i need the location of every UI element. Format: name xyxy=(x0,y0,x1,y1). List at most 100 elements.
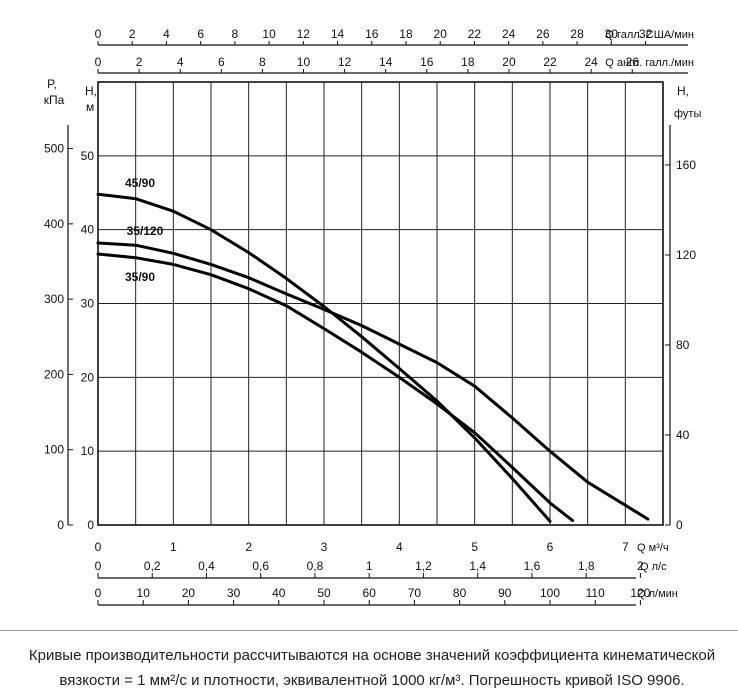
bottom-axis-3-tick-label: 90 xyxy=(498,586,512,600)
curve-35-90 xyxy=(96,252,575,523)
bottom-axis-3-tick-label: 70 xyxy=(408,586,422,600)
bottom-axis-2-tick-label: 0,6 xyxy=(252,559,269,573)
bottom-axis-2-unit: Q л/с xyxy=(640,561,667,573)
bottom-axis-1-tick-label: 3 xyxy=(321,540,328,554)
bottom-axis-3-tick-label: 10 xyxy=(137,586,151,600)
top-axis-1-tick-label: 2 xyxy=(129,27,136,41)
left-head-axis-title-2: м xyxy=(86,100,94,114)
top-axis-1-tick-label: 6 xyxy=(197,27,204,41)
top-axis-1-tick-label: 22 xyxy=(468,27,482,41)
top-axis-2-tick-label: 22 xyxy=(543,55,557,69)
top-axis-2-tick-label: 4 xyxy=(177,55,184,69)
bottom-axis-1-tick-label: 5 xyxy=(471,540,478,554)
left-pressure-tick-label: 400 xyxy=(44,217,64,231)
right-head-tick-label: 0 xyxy=(676,518,683,532)
curve-label-35-90: 35/90 xyxy=(125,270,155,284)
bottom-axis-3-tick-label: 50 xyxy=(317,586,331,600)
left-head-tick-label: 40 xyxy=(81,223,95,237)
footer-line-1: Кривые производительности рассчитываются… xyxy=(28,647,716,664)
top-axis-2-tick-label: 6 xyxy=(218,55,225,69)
top-axis-2-unit: Q англ. галл./мин xyxy=(605,57,694,69)
bottom-axis-2-tick-label: 1,4 xyxy=(469,559,486,573)
top-axis-1-tick-label: 20 xyxy=(434,27,448,41)
bottom-axis-3-tick-label: 120 xyxy=(630,586,650,600)
bottom-axis-3-tick-label: 110 xyxy=(586,586,605,600)
top-axis-1-tick-label: 32 xyxy=(639,27,653,41)
bottom-axis-3-unit: Q л/мин xyxy=(637,588,678,600)
top-axis-2-tick-label: 8 xyxy=(259,55,266,69)
right-head-tick-label: 40 xyxy=(676,428,690,442)
bottom-axis-3-tick-label: 80 xyxy=(453,586,467,600)
right-head-axis-title-1: H, xyxy=(677,84,689,98)
bottom-axis-2-tick-label: 1,2 xyxy=(415,559,432,573)
bottom-axis-1-unit: Q м³/ч xyxy=(637,542,669,554)
left-head-axis-title-1: H, xyxy=(85,84,97,98)
right-head-tick-label: 160 xyxy=(676,158,696,172)
bottom-axis-3-tick-label: 0 xyxy=(95,586,102,600)
bottom-axis-2-tick-label: 1,8 xyxy=(578,559,595,573)
bottom-axis-3-tick-label: 20 xyxy=(182,586,196,600)
right-head-axis-title-2: футы xyxy=(674,108,701,120)
bottom-axis-3-tick-label: 60 xyxy=(363,586,377,600)
bottom-axis-2-tick-label: 2 xyxy=(637,559,644,573)
bottom-axis-2-tick-label: 0 xyxy=(95,559,102,573)
top-axis-1-tick-label: 26 xyxy=(536,27,550,41)
top-axis-2-tick-label: 12 xyxy=(338,55,352,69)
bottom-axis-1-tick-label: 7 xyxy=(622,540,629,554)
top-axis-1-tick-label: 0 xyxy=(95,27,102,41)
bottom-axis-1-tick-label: 2 xyxy=(245,540,252,554)
bottom-axis-2-tick-label: 1 xyxy=(366,559,373,573)
top-axis-1-tick-label: 16 xyxy=(365,27,379,41)
left-head-tick-label: 50 xyxy=(81,149,95,163)
curve-45-90 xyxy=(96,192,552,523)
bottom-axis-3-tick-label: 40 xyxy=(272,586,286,600)
bottom-axis-1-tick-label: 1 xyxy=(170,540,177,554)
left-pressure-tick-label: 0 xyxy=(57,518,64,532)
left-head-tick-label: 0 xyxy=(87,518,94,532)
bottom-axis-2-tick-label: 0,2 xyxy=(144,559,161,573)
bottom-axis-1-tick-label: 4 xyxy=(396,540,403,554)
top-axis-1-tick-label: 12 xyxy=(297,27,311,41)
top-axis-1-tick-label: 24 xyxy=(502,27,516,41)
top-axis-1-tick-label: 8 xyxy=(232,27,239,41)
curve-label-45-90: 45/90 xyxy=(125,176,155,190)
left-pressure-tick-label: 100 xyxy=(44,443,64,457)
footer-note: Кривые производительности рассчитываются… xyxy=(0,630,738,700)
top-axis-2-tick-label: 20 xyxy=(502,55,516,69)
top-axis-1-tick-label: 28 xyxy=(570,27,584,41)
top-axis-1-tick-label: 30 xyxy=(605,27,619,41)
top-axis-2-tick-label: 14 xyxy=(379,55,393,69)
bottom-axis-1-tick-label: 6 xyxy=(547,540,554,554)
left-head-tick-label: 30 xyxy=(81,297,95,311)
left-pressure-axis-title-1: P, xyxy=(47,77,57,91)
bottom-axis-2-tick-label: 0,8 xyxy=(307,559,324,573)
left-pressure-tick-label: 200 xyxy=(44,367,64,381)
right-head-tick-label: 80 xyxy=(676,338,690,352)
top-axis-2-tick-label: 10 xyxy=(297,55,311,69)
right-head-tick-label: 120 xyxy=(676,248,696,262)
top-axis-2-tick-label: 24 xyxy=(584,55,598,69)
left-pressure-tick-label: 300 xyxy=(44,292,64,306)
top-axis-1-tick-label: 4 xyxy=(163,27,170,41)
bottom-axis-2-tick-label: 0,4 xyxy=(198,559,215,573)
top-axis-2-tick-label: 16 xyxy=(420,55,434,69)
bottom-axis-3-tick-label: 30 xyxy=(227,586,241,600)
curve-label-35-120: 35/120 xyxy=(127,224,164,238)
pump-performance-chart: 0 2 4 6 8 10 12 14 16 18 20 22 24 26 28 30 32Q галл. США… xyxy=(44,27,701,606)
bottom-axis-3-tick-label: 100 xyxy=(540,586,560,600)
left-pressure-axis-title-2: кПа xyxy=(44,93,65,107)
curve-35-120 xyxy=(96,241,650,521)
top-axis-2-tick-label: 26 xyxy=(626,55,640,69)
left-head-tick-label: 10 xyxy=(81,444,95,458)
footer-text: Кривые производительности рассчитываются… xyxy=(12,643,732,693)
top-axis-2-tick-label: 2 xyxy=(136,55,143,69)
top-axis-1-tick-label: 18 xyxy=(399,27,413,41)
bottom-axis-2-tick-label: 1,6 xyxy=(524,559,541,573)
top-axis-2-tick-label: 0 xyxy=(95,55,102,69)
top-axis-1-unit: Q галл. США/мин xyxy=(605,29,694,41)
top-axis-1-tick-label: 14 xyxy=(331,27,345,41)
bottom-axis-1-tick-label: 0 xyxy=(95,540,102,554)
left-pressure-tick-label: 500 xyxy=(44,142,64,156)
top-axis-1-tick-label: 10 xyxy=(262,27,276,41)
footer-line-2: вязкости = 1 мм²/с и плотности, эквивале… xyxy=(59,672,685,689)
